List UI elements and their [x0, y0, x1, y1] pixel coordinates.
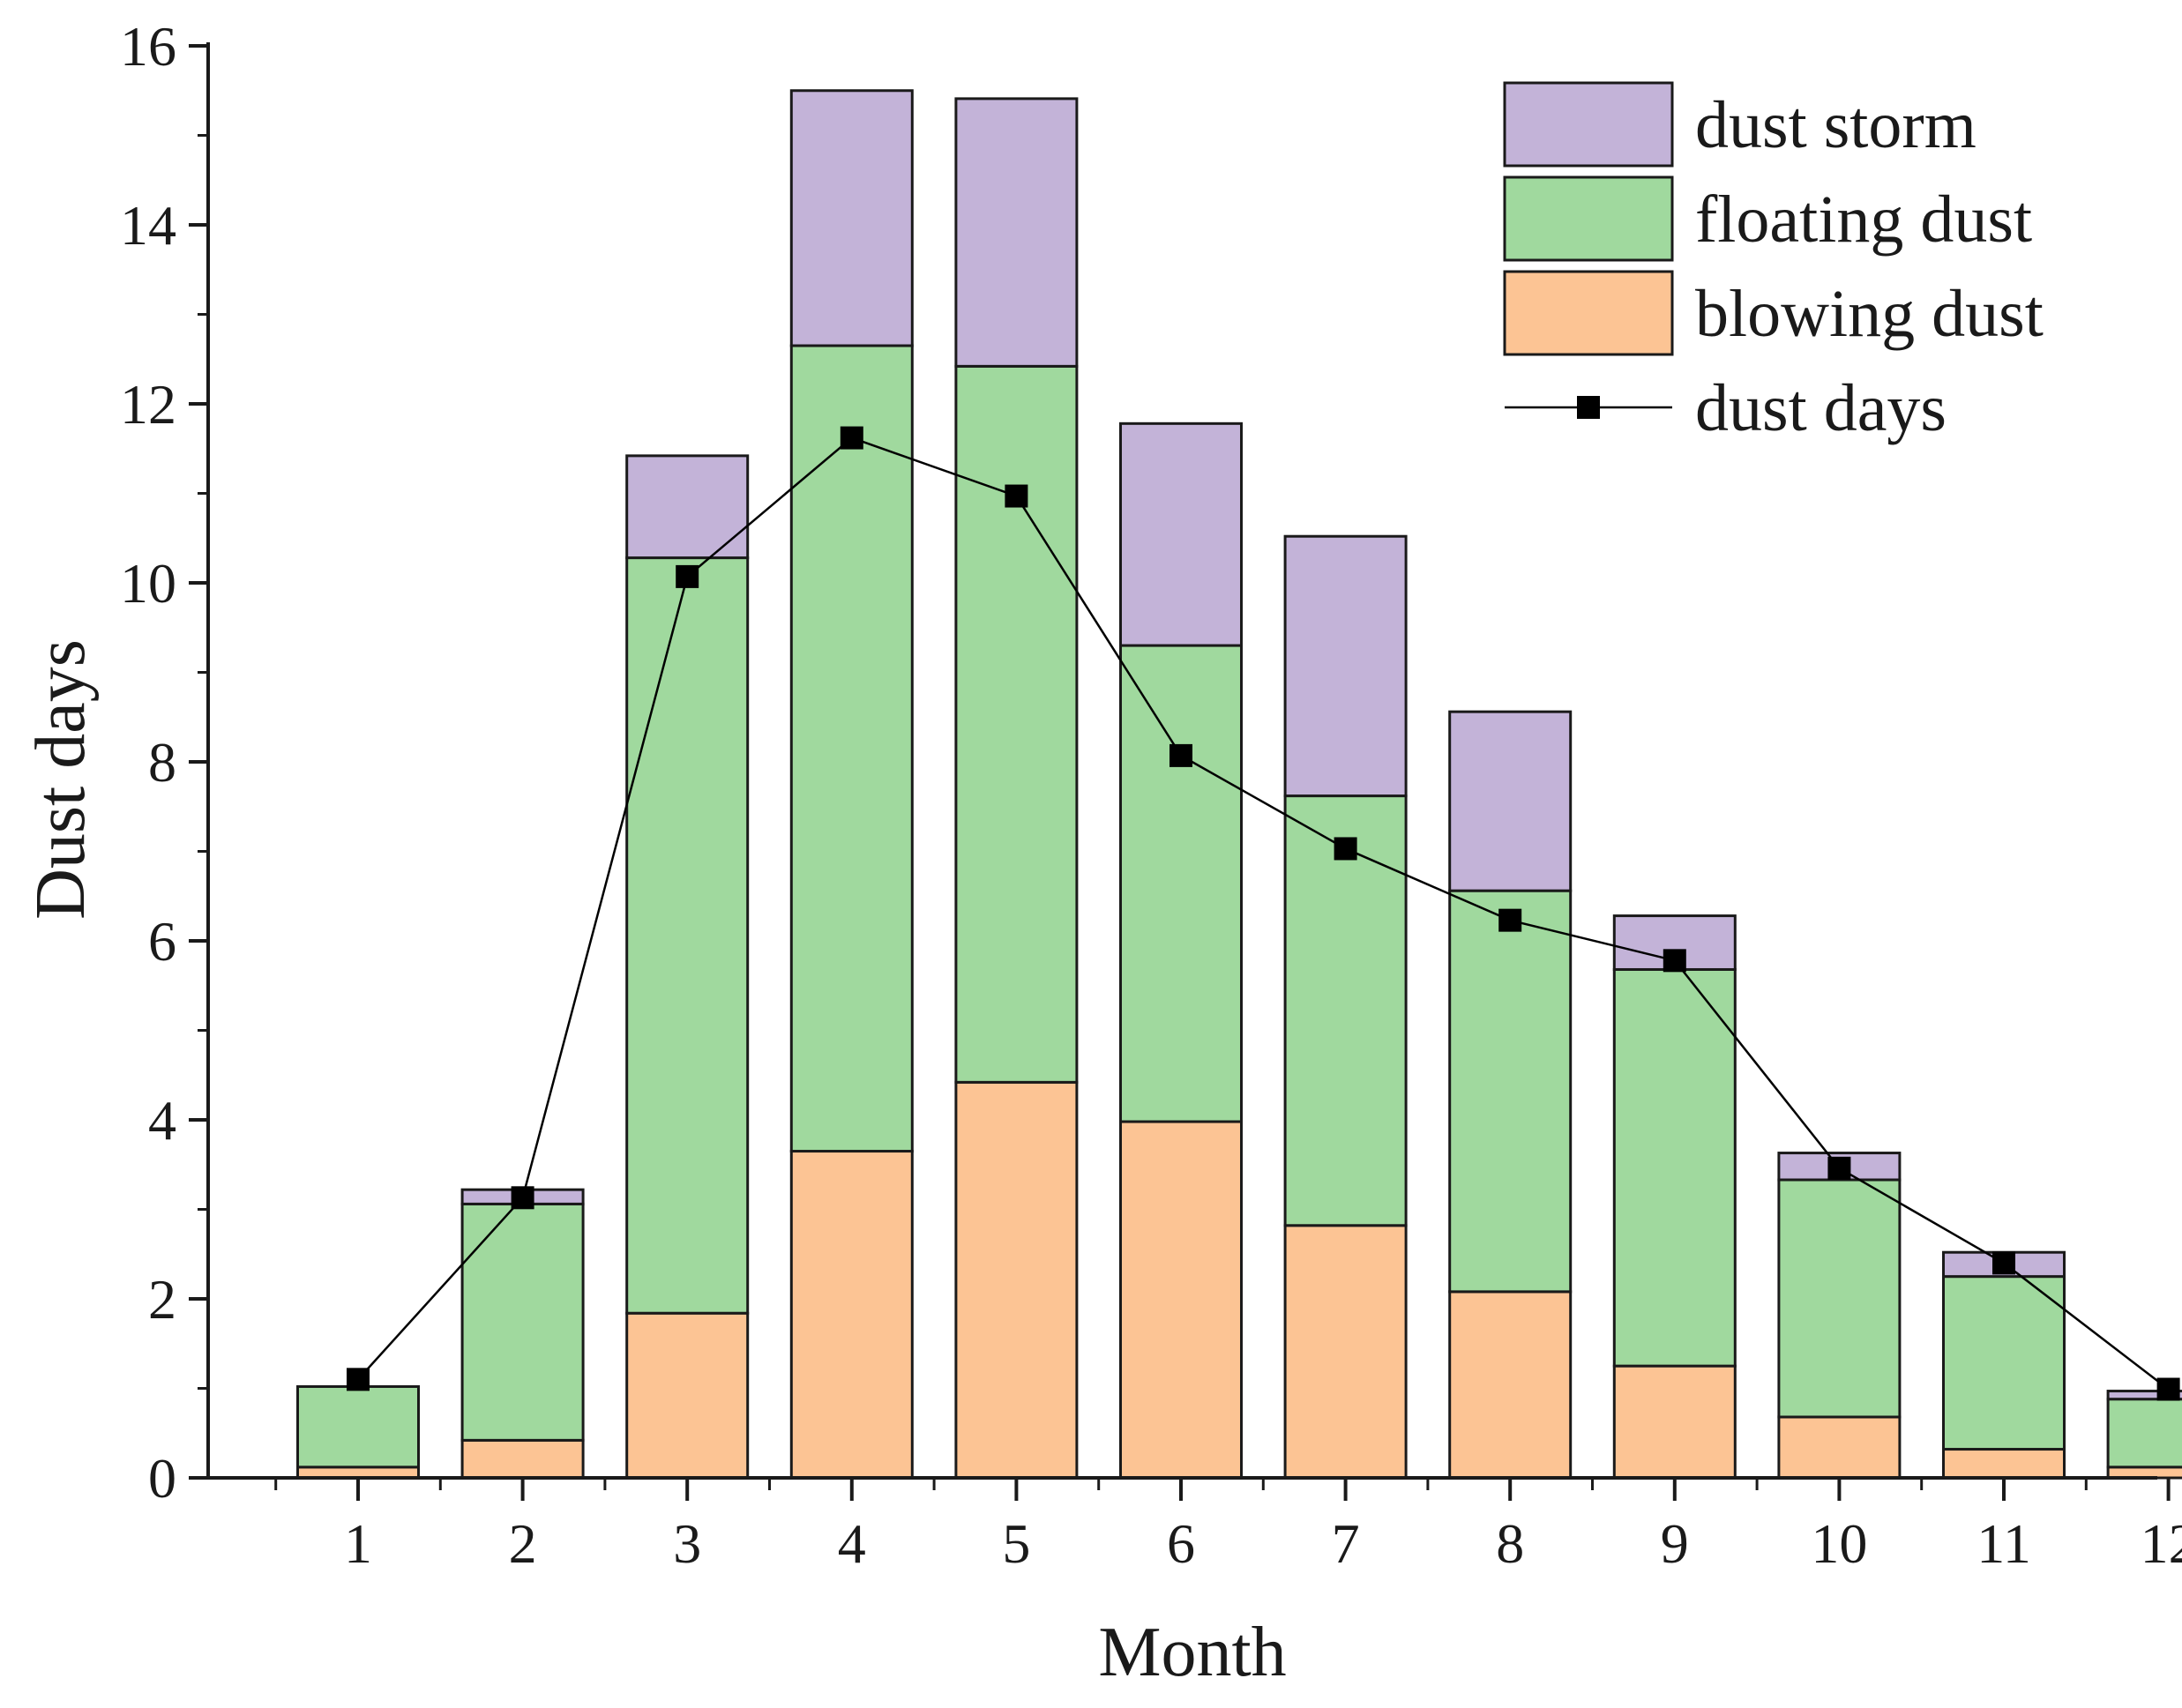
bar-floating-dust-month-5 — [956, 366, 1077, 1082]
dust-days-marker-month-12 — [2157, 1378, 2180, 1401]
bar-blowing-dust-month-11 — [1944, 1450, 2065, 1478]
y-tick-label-16: 16 — [120, 15, 176, 78]
dust-days-marker-month-1 — [347, 1368, 370, 1391]
legend-swatch-dust-storm — [1505, 83, 1672, 166]
y-tick-label-0: 0 — [148, 1447, 176, 1510]
bar-blowing-dust-month-3 — [627, 1313, 748, 1478]
x-tick-label-7: 7 — [1332, 1512, 1360, 1575]
legend-label-dust-days: dust days — [1695, 371, 1947, 445]
x-tick-label-8: 8 — [1496, 1512, 1524, 1575]
dust-days-marker-month-9 — [1663, 949, 1686, 972]
legend-label-dust-storm: dust storm — [1695, 88, 1977, 162]
dust-days-marker-month-4 — [841, 427, 863, 450]
x-tick-label-10: 10 — [1811, 1512, 1867, 1575]
y-tick-label-6: 6 — [148, 910, 176, 973]
bar-blowing-dust-month-10 — [1779, 1417, 1900, 1478]
bar-floating-dust-month-3 — [627, 558, 748, 1314]
legend-label-blowing-dust: blowing dust — [1695, 277, 2044, 351]
y-axis-title: Dust days — [22, 639, 100, 920]
bar-blowing-dust-month-2 — [462, 1440, 583, 1478]
dust-days-marker-month-6 — [1169, 744, 1192, 767]
x-axis-title: Month — [1098, 1614, 1286, 1691]
bar-blowing-dust-month-5 — [956, 1082, 1077, 1478]
bar-floating-dust-month-11 — [1944, 1277, 2065, 1450]
dust-days-marker-month-5 — [1005, 485, 1027, 508]
dust-days-marker-month-10 — [1827, 1157, 1850, 1180]
bar-blowing-dust-month-6 — [1121, 1122, 1242, 1478]
dust-days-marker-month-3 — [676, 565, 699, 588]
bar-dust-storm-month-4 — [791, 91, 912, 346]
x-tick-label-4: 4 — [838, 1512, 866, 1575]
bar-floating-dust-month-10 — [1779, 1180, 1900, 1417]
legend: dust storm floating dust blowing dust dust … — [1505, 83, 2044, 445]
bar-dust-storm-month-8 — [1450, 712, 1571, 891]
legend-swatch-floating-dust — [1505, 177, 1672, 260]
bar-blowing-dust-month-4 — [791, 1152, 912, 1478]
bar-dust-storm-month-3 — [627, 456, 748, 558]
bar-floating-dust-month-8 — [1450, 891, 1571, 1292]
bar-floating-dust-month-2 — [462, 1204, 583, 1440]
legend-marker-dust-days — [1577, 396, 1600, 419]
bar-blowing-dust-month-9 — [1614, 1366, 1735, 1478]
y-tick-label-10: 10 — [120, 552, 176, 615]
x-tick-label-9: 9 — [1661, 1512, 1689, 1575]
dust-days-marker-month-11 — [1992, 1251, 2015, 1274]
bar-blowing-dust-month-7 — [1285, 1226, 1406, 1478]
x-tick-label-2: 2 — [509, 1512, 537, 1575]
x-tick-label-3: 3 — [673, 1512, 701, 1575]
x-tick-label-1: 1 — [344, 1512, 372, 1575]
x-tick-label-12: 12 — [2141, 1512, 2182, 1575]
dust-days-line-layer — [347, 427, 2180, 1401]
bar-floating-dust-month-4 — [791, 346, 912, 1152]
x-tick-label-11: 11 — [1977, 1512, 2031, 1575]
bar-floating-dust-month-7 — [1285, 796, 1406, 1226]
y-tick-label-14: 14 — [120, 194, 176, 257]
y-tick-label-8: 8 — [148, 731, 176, 794]
x-tick-label-5: 5 — [1002, 1512, 1030, 1575]
bar-blowing-dust-month-8 — [1450, 1292, 1571, 1478]
bar-floating-dust-month-9 — [1614, 969, 1735, 1366]
x-tick-label-6: 6 — [1167, 1512, 1195, 1575]
y-tick-label-12: 12 — [120, 373, 176, 436]
y-tick-label-4: 4 — [148, 1089, 176, 1152]
bar-dust-storm-month-5 — [956, 99, 1077, 366]
dust-days-marker-month-2 — [512, 1186, 534, 1209]
bar-dust-storm-month-6 — [1121, 423, 1242, 645]
legend-swatch-blowing-dust — [1505, 272, 1672, 354]
bar-dust-storm-month-7 — [1285, 536, 1406, 795]
y-tick-label-2: 2 — [148, 1268, 176, 1331]
dust-days-marker-month-7 — [1334, 837, 1357, 860]
bar-floating-dust-month-1 — [298, 1386, 419, 1466]
legend-label-floating-dust: floating dust — [1695, 183, 2032, 257]
dust-days-marker-month-8 — [1498, 909, 1521, 932]
bar-floating-dust-month-6 — [1121, 645, 1242, 1122]
bar-floating-dust-month-12 — [2108, 1399, 2182, 1467]
